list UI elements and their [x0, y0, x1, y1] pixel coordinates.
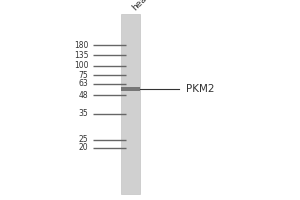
- Text: 20: 20: [79, 144, 88, 152]
- Text: 75: 75: [79, 71, 88, 79]
- Bar: [121, 14, 140, 194]
- Text: 63: 63: [79, 79, 88, 88]
- Text: heart: heart: [130, 0, 154, 12]
- Text: 100: 100: [74, 62, 88, 71]
- Text: 35: 35: [79, 109, 88, 118]
- Text: 25: 25: [79, 136, 88, 144]
- Text: PKM2: PKM2: [186, 84, 214, 94]
- Text: 48: 48: [79, 90, 88, 99]
- Text: 180: 180: [74, 40, 88, 49]
- Text: 135: 135: [74, 50, 88, 60]
- Bar: [121, 87, 140, 91]
